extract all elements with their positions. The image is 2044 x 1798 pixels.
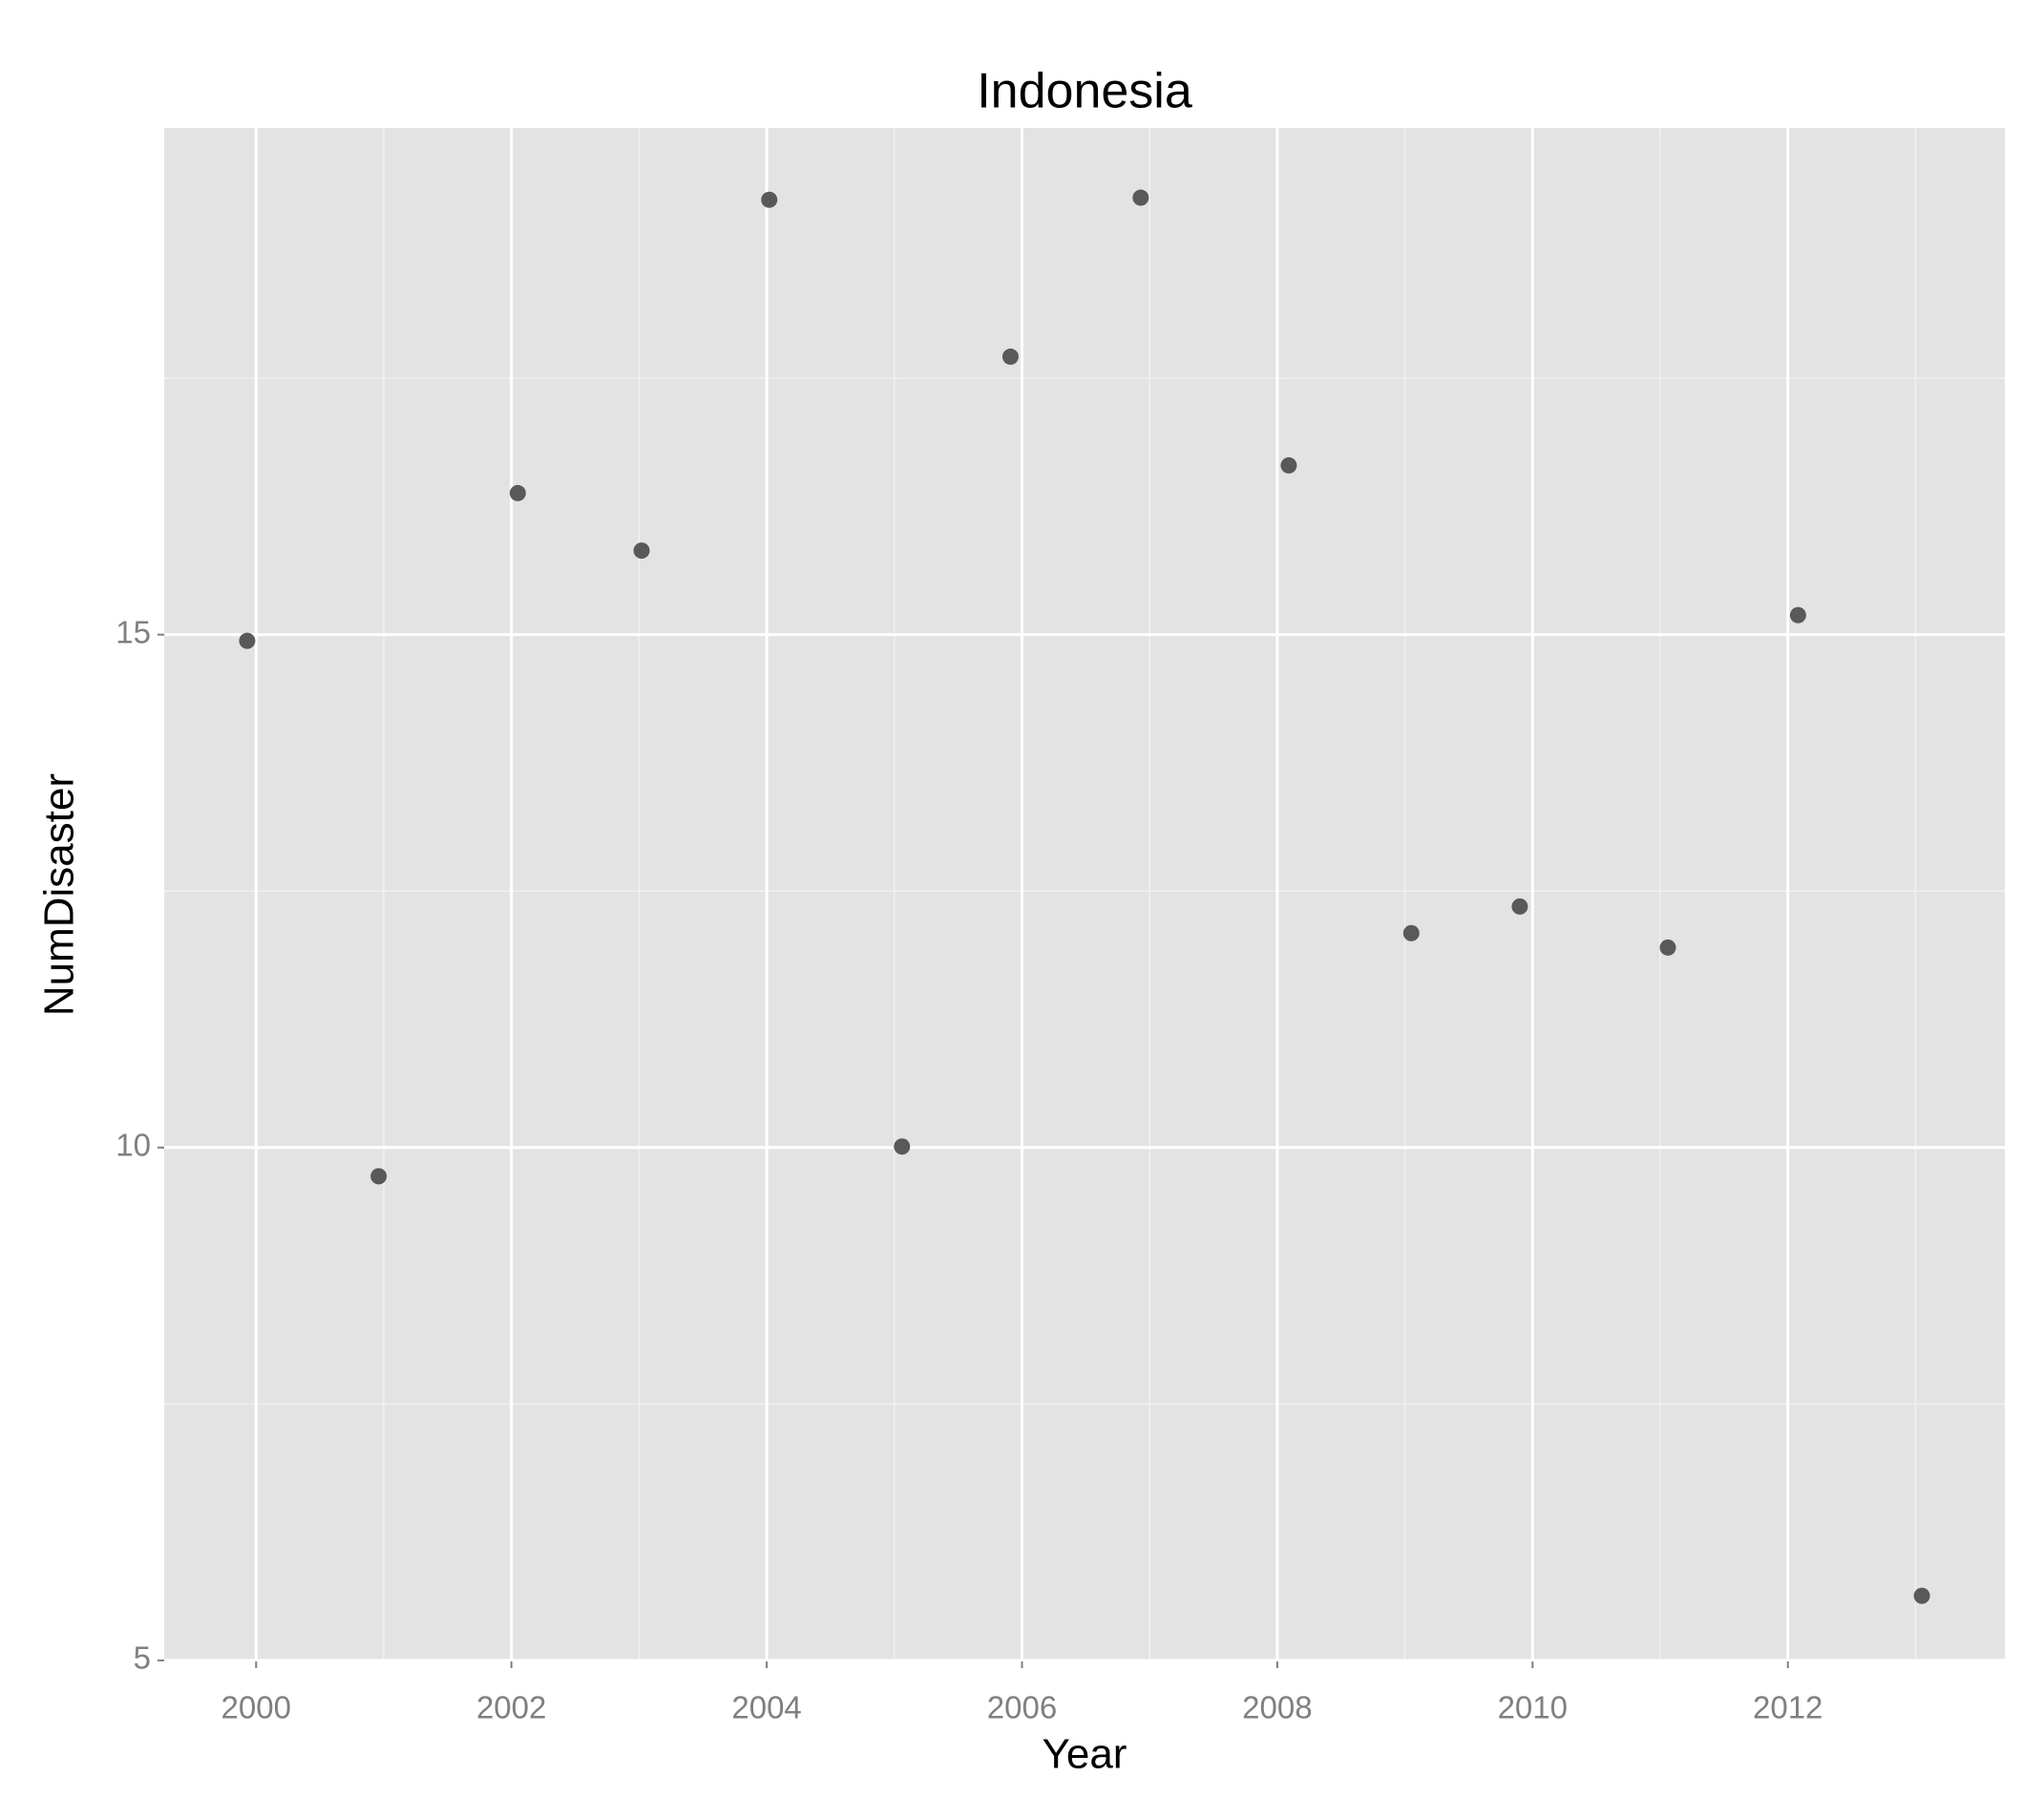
point [894,1138,911,1155]
point [761,191,778,208]
point [1001,349,1019,366]
y-tick-label: 5 [134,1640,151,1676]
point [633,542,650,560]
x-tick-label: 2012 [1753,1690,1823,1725]
x-tick-label: 2010 [1498,1690,1568,1725]
x-tick-label: 2008 [1242,1690,1312,1725]
x-tick-label: 2000 [221,1690,291,1725]
point [370,1168,388,1185]
chart-title: Indonesia [977,64,1192,119]
grid [164,128,2005,1662]
point [509,484,526,501]
point [239,632,256,649]
y-tick-label: 10 [116,1128,151,1163]
point [1402,924,1420,941]
point [1132,189,1149,206]
point [1280,456,1297,474]
x-axis-label: Year [1043,1731,1127,1778]
point [1511,898,1528,915]
x-tick-label: 2002 [476,1690,546,1725]
x-tick-label: 2004 [731,1690,801,1725]
x-tick-label: 2006 [987,1690,1057,1725]
point [1789,606,1806,624]
panel [164,128,2005,1661]
y-tick-label: 15 [116,614,151,649]
point [1913,1587,1930,1604]
y-axis-label: NumDisaster [36,773,83,1016]
point [1659,939,1676,956]
